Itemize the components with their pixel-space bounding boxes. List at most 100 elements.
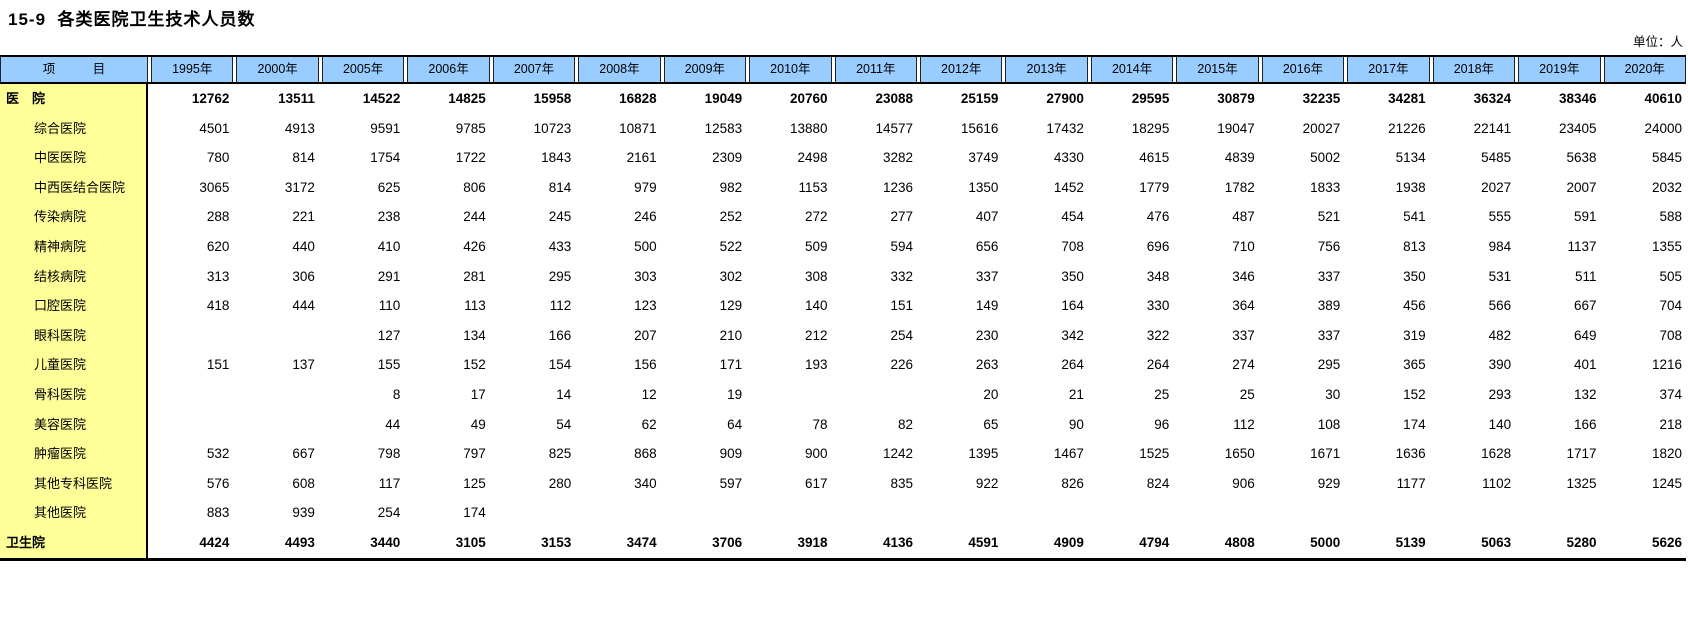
data-cell: 263 bbox=[975, 357, 999, 373]
data-cell: 350 bbox=[1403, 268, 1426, 284]
data-cell: 24000 bbox=[1644, 120, 1682, 136]
data-cell: 482 bbox=[1488, 327, 1512, 343]
data-cell: 129 bbox=[719, 298, 743, 314]
year-header-cell: 2014年 bbox=[1090, 57, 1174, 82]
data-cell: 27900 bbox=[1046, 91, 1084, 106]
table-row: 精神病院 620 440 410 426 433 500 522 509 594 656 708 696… bbox=[0, 231, 1686, 262]
data-cell: 4136 bbox=[882, 534, 913, 550]
data-cell: 23405 bbox=[1559, 120, 1597, 136]
data-cell: 280 bbox=[548, 475, 572, 491]
data-cell: 230 bbox=[975, 327, 999, 343]
data-cell: 532 bbox=[206, 446, 230, 462]
data-cell: 15958 bbox=[533, 91, 572, 106]
data-cell: 346 bbox=[1232, 268, 1255, 284]
data-cell: 3749 bbox=[968, 150, 999, 166]
data-cell: 5134 bbox=[1395, 150, 1426, 166]
row-label: 美容医院 bbox=[0, 409, 148, 440]
data-cell: 308 bbox=[805, 268, 828, 284]
data-cell bbox=[236, 380, 318, 410]
data-cell: 221 bbox=[292, 209, 315, 225]
data-cell: 152 bbox=[463, 357, 486, 373]
data-cell: 594 bbox=[890, 238, 913, 254]
table-row: 中西医结合医院 3065 3172 625 806 814 979 982 1153 1236 13… bbox=[0, 172, 1686, 203]
year-header-cell: 2020年 bbox=[1603, 57, 1686, 82]
data-cell: 1216 bbox=[1651, 357, 1682, 373]
data-cell: 900 bbox=[805, 446, 828, 462]
data-cell: 274 bbox=[1232, 357, 1255, 373]
data-cell: 456 bbox=[1403, 298, 1426, 314]
row-label: 其他医院 bbox=[0, 498, 148, 528]
data-cell: 337 bbox=[1317, 268, 1341, 284]
data-cell: 127 bbox=[377, 327, 401, 343]
data-cell: 151 bbox=[206, 357, 230, 373]
data-cell: 555 bbox=[1488, 209, 1512, 225]
data-cell: 814 bbox=[548, 179, 572, 195]
data-cell bbox=[151, 321, 233, 351]
data-cell: 62 bbox=[641, 416, 657, 432]
data-cell: 2007 bbox=[1566, 179, 1597, 195]
data-cell: 1650 bbox=[1224, 446, 1255, 462]
data-cell: 797 bbox=[463, 446, 486, 462]
data-cell: 25 bbox=[1239, 386, 1255, 402]
data-cell: 4913 bbox=[284, 120, 315, 136]
data-cell: 4839 bbox=[1224, 150, 1255, 166]
data-cell: 374 bbox=[1659, 386, 1682, 402]
data-cell: 14825 bbox=[448, 91, 486, 106]
data-cell: 17432 bbox=[1046, 120, 1084, 136]
year-header-cell: 2009年 bbox=[663, 57, 747, 82]
data-cell: 313 bbox=[206, 268, 230, 284]
data-cell: 939 bbox=[292, 505, 315, 521]
data-cell: 5000 bbox=[1310, 534, 1341, 550]
year-header-cell: 2006年 bbox=[407, 57, 490, 82]
data-cell: 212 bbox=[805, 327, 828, 343]
data-cell: 5638 bbox=[1566, 150, 1597, 166]
data-cell: 44 bbox=[385, 416, 401, 432]
data-cell: 16828 bbox=[619, 91, 657, 106]
data-cell: 4330 bbox=[1053, 150, 1084, 166]
data-cell: 137 bbox=[292, 357, 315, 373]
data-cell: 426 bbox=[463, 238, 486, 254]
data-cell: 14577 bbox=[875, 120, 913, 136]
data-cell: 337 bbox=[1317, 327, 1341, 343]
data-cell: 207 bbox=[634, 327, 657, 343]
data-cell: 1782 bbox=[1224, 179, 1255, 195]
data-cell: 140 bbox=[805, 298, 828, 314]
row-label: 肿瘤医院 bbox=[0, 439, 148, 469]
data-cell: 25 bbox=[1154, 386, 1170, 402]
data-cell: 1833 bbox=[1310, 179, 1341, 195]
data-cell: 18295 bbox=[1131, 120, 1170, 136]
data-cell: 193 bbox=[805, 357, 828, 373]
data-cell: 825 bbox=[548, 446, 572, 462]
data-cell: 1779 bbox=[1139, 179, 1170, 195]
data-cell: 210 bbox=[719, 327, 743, 343]
data-cell: 350 bbox=[1061, 268, 1084, 284]
data-cell: 3153 bbox=[541, 534, 572, 550]
data-cell: 1355 bbox=[1651, 238, 1682, 254]
data-cell: 19 bbox=[727, 386, 743, 402]
data-cell: 154 bbox=[548, 357, 572, 373]
data-cell: 389 bbox=[1317, 298, 1341, 314]
data-cell: 12583 bbox=[704, 120, 743, 136]
data-cell: 1395 bbox=[968, 446, 999, 462]
data-cell: 20 bbox=[983, 386, 999, 402]
data-cell: 625 bbox=[377, 179, 401, 195]
table-row: 中医医院 780 814 1754 1722 1843 2161 2309 2498 3282 37… bbox=[0, 143, 1686, 173]
data-cell bbox=[1518, 498, 1600, 528]
data-cell bbox=[920, 498, 1002, 528]
statistics-table: 单位：人 项 目 1995年 2000年 2005年 2006年 2007年 2008年 20… bbox=[0, 34, 1686, 561]
year-header-cell: 2017年 bbox=[1347, 57, 1430, 82]
data-cell: 277 bbox=[890, 209, 913, 225]
data-cell: 780 bbox=[206, 150, 230, 166]
data-cell bbox=[664, 498, 746, 528]
data-cell bbox=[1091, 498, 1173, 528]
data-cell: 40610 bbox=[1644, 91, 1682, 106]
year-header-cell: 2008年 bbox=[578, 57, 661, 82]
data-cell: 30879 bbox=[1217, 91, 1255, 106]
data-cell: 806 bbox=[463, 179, 486, 195]
data-cell: 9591 bbox=[370, 120, 401, 136]
data-cell: 710 bbox=[1232, 238, 1255, 254]
data-cell: 295 bbox=[1317, 357, 1341, 373]
data-cell: 1245 bbox=[1651, 475, 1682, 491]
data-cell: 4794 bbox=[1139, 534, 1170, 550]
